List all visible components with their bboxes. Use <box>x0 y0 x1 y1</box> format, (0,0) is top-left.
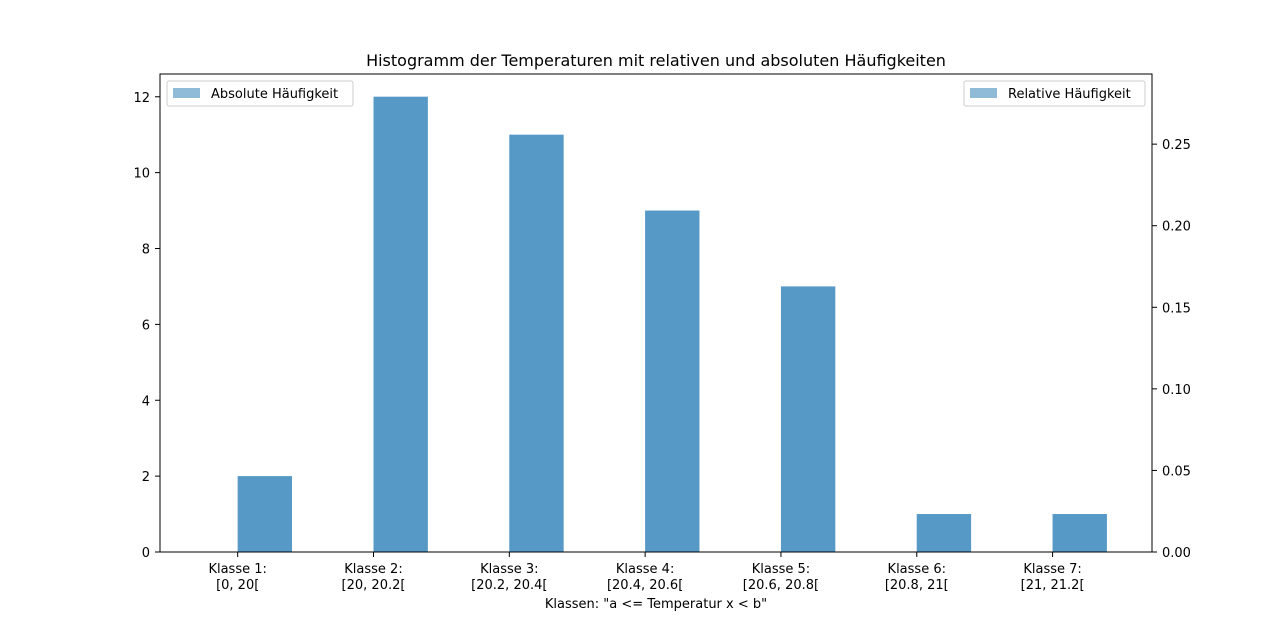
bar-relative-7 <box>1052 513 1107 552</box>
y-left-tick-label: 6 <box>142 318 150 333</box>
y-right-tick-label: 0.20 <box>1162 220 1191 235</box>
x-tick-label: [20.4, 20.6[ <box>607 578 683 593</box>
bar-relative-2 <box>373 96 428 552</box>
y-right-tick-label: 0.15 <box>1162 301 1191 316</box>
legend-absolute-swatch <box>173 88 200 98</box>
x-tick-label: Klasse 2: <box>344 562 402 577</box>
legend-relative-swatch <box>970 88 997 98</box>
bar-relative-3 <box>509 134 564 552</box>
y-axis-left: 0 2 4 6 8 10 12 <box>133 91 160 561</box>
legend-relative: Relative Häufigkeit <box>963 80 1146 107</box>
y-left-tick-label: 10 <box>133 167 150 182</box>
legend-absolute-frame <box>166 80 354 107</box>
x-tick-label: [0, 20[ <box>216 578 259 593</box>
x-tick-label: [21, 21.2[ <box>1021 578 1085 593</box>
y-right-tick-label: 0.25 <box>1162 138 1191 153</box>
bars-relative <box>237 96 1107 552</box>
x-tick-label: Klasse 6: <box>888 562 946 577</box>
y-left-tick-label: 8 <box>142 243 150 258</box>
x-tick-label: Klasse 4: <box>616 562 674 577</box>
legend-absolute-label: Absolute Häufigkeit <box>211 87 338 102</box>
legend-absolute: Absolute Häufigkeit <box>166 80 354 107</box>
x-tick-label: Klasse 3: <box>480 562 538 577</box>
bar-relative-6 <box>916 513 972 552</box>
bar-relative-1 <box>237 476 293 552</box>
y-left-tick-label: 4 <box>142 394 150 409</box>
y-left-tick-label: 2 <box>142 470 150 485</box>
bar-relative-5 <box>780 286 836 552</box>
x-axis: Klasse 1:[0, 20[ Klasse 2:[20, 20.2[ Klass… <box>208 552 1085 593</box>
plot-frame <box>159 73 1153 553</box>
x-tick-label: [20.2, 20.4[ <box>471 578 547 593</box>
x-tick-label: [20.6, 20.8[ <box>743 578 819 593</box>
x-tick-label: Klasse 5: <box>752 562 810 577</box>
x-tick-label: [20.8, 21[ <box>885 578 949 593</box>
x-tick-label: [20, 20.2[ <box>342 578 406 593</box>
y-right-tick-label: 0.05 <box>1162 464 1191 479</box>
x-tick-label: Klasse 1: <box>208 562 266 577</box>
x-tick-label: Klasse 7: <box>1023 562 1081 577</box>
y-left-tick-label: 12 <box>133 91 150 106</box>
chart-title: Histogramm der Temperaturen mit relative… <box>366 51 946 70</box>
y-axis-right: 0.00 0.05 0.10 0.15 0.20 0.25 <box>1152 138 1191 561</box>
y-left-tick-label: 0 <box>142 546 150 561</box>
x-axis-label: Klassen: "a <= Temperatur x < b" <box>545 597 767 612</box>
y-right-tick-label: 0.10 <box>1162 383 1191 398</box>
bar-relative-4 <box>645 210 700 552</box>
legend-relative-frame <box>963 80 1146 107</box>
legend-relative-label: Relative Häufigkeit <box>1008 87 1131 102</box>
y-right-tick-label: 0.00 <box>1162 546 1191 561</box>
